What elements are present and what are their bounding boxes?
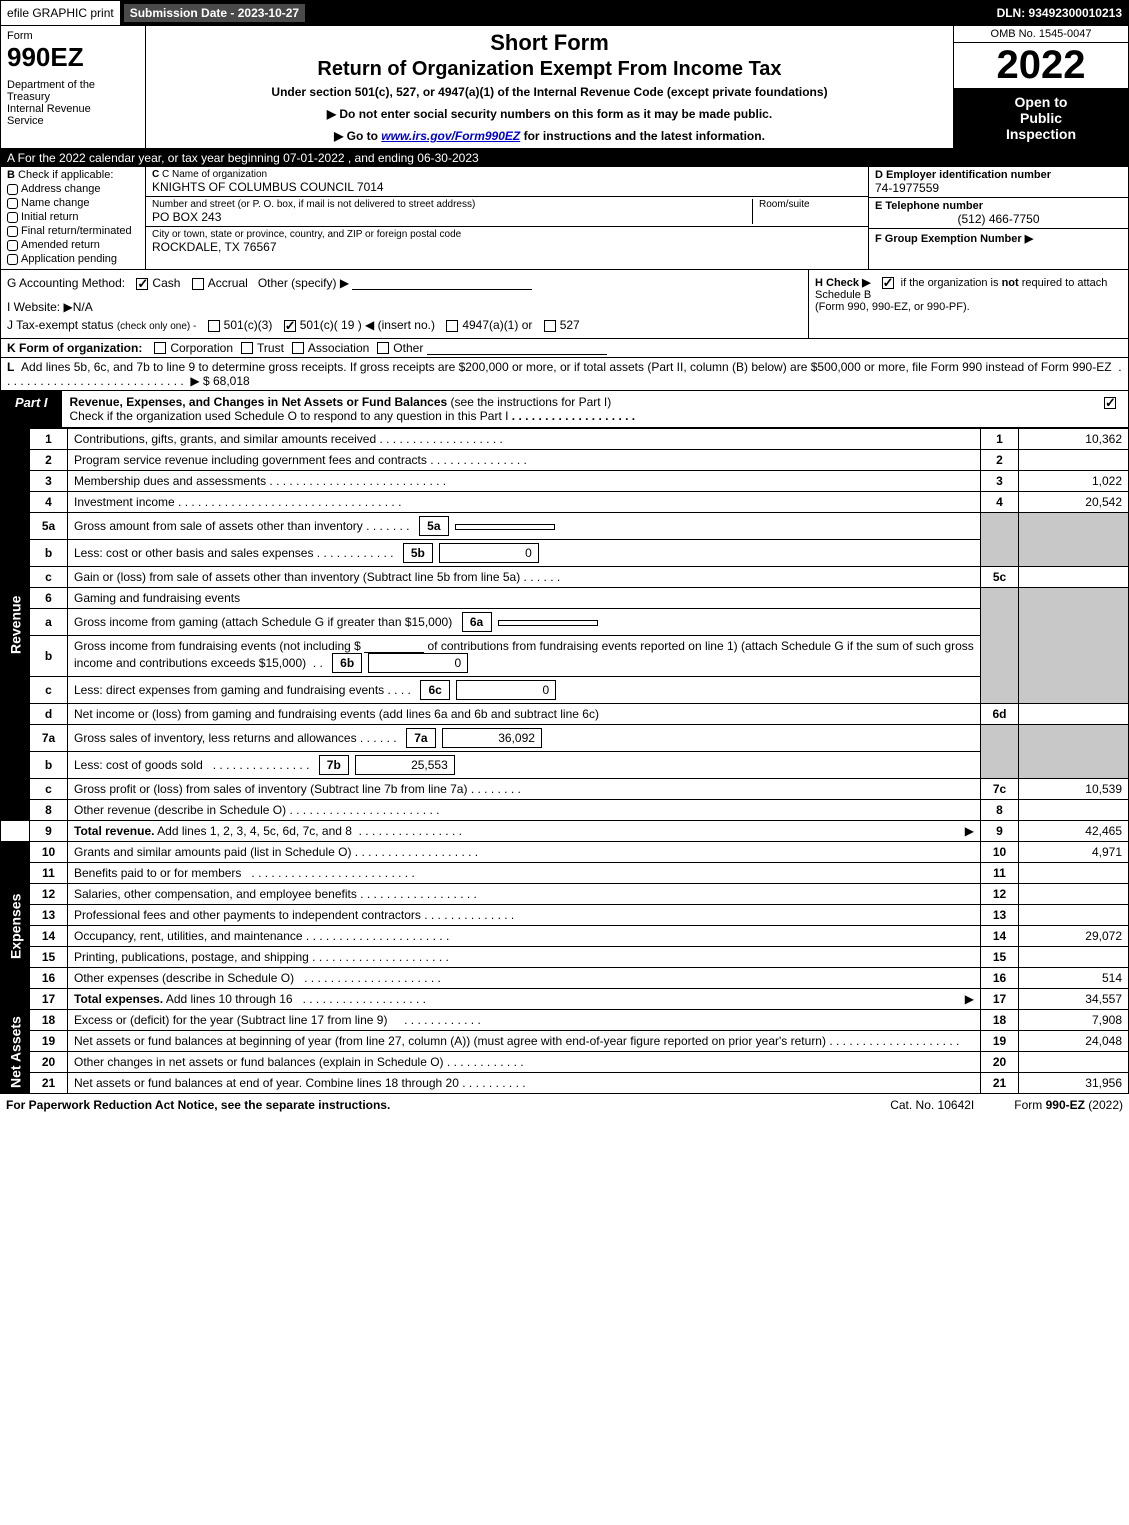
open-to-public: Open toPublicInspection [954, 88, 1128, 148]
row-gh: G Accounting Method: Cash Accrual Other … [0, 270, 1129, 339]
section-bcdef: B Check if applicable: Address change Na… [0, 167, 1129, 270]
footer-catno: Cat. No. 10642I [890, 1098, 974, 1112]
row-g: G Accounting Method: Cash Accrual Other … [7, 276, 802, 290]
line-18-amt: 7,908 [1019, 1010, 1129, 1031]
chk-501c[interactable] [284, 320, 296, 332]
box-b: B Check if applicable: Address change Na… [1, 167, 146, 269]
part1-title: Revenue, Expenses, and Changes in Net As… [62, 391, 1088, 427]
irs-link[interactable]: www.irs.gov/Form990EZ [381, 129, 520, 143]
chk-cash[interactable] [136, 278, 148, 290]
line-21-amt: 31,956 [1019, 1073, 1129, 1094]
line-13-amt [1019, 905, 1129, 926]
line-15-amt [1019, 947, 1129, 968]
chk-final-return[interactable]: Final return/terminated [7, 225, 139, 237]
line-7a-amt: 36,092 [442, 728, 542, 748]
chk-corporation[interactable] [154, 342, 166, 354]
gross-receipts: 68,018 [213, 374, 250, 388]
department: Department of theTreasuryInternal Revenu… [7, 79, 139, 127]
top-bar: efile GRAPHIC print Submission Date - 20… [0, 0, 1129, 26]
part1-tab: Part I [1, 391, 62, 427]
line-6b-amt: 0 [368, 653, 468, 673]
line-6a-amt [498, 620, 598, 626]
line-5a-amt [455, 524, 555, 530]
title-main: Return of Organization Exempt From Incom… [156, 58, 943, 81]
website: N/A [73, 300, 93, 314]
chk-amended-return[interactable]: Amended return [7, 239, 139, 251]
dln: DLN: 93492300010213 [991, 1, 1128, 25]
org-city: ROCKDALE, TX 76567 [152, 240, 862, 254]
line-6c-amt: 0 [456, 680, 556, 700]
line-5b-amt: 0 [439, 543, 539, 563]
tax-year: 2022 [954, 43, 1128, 88]
line-8-amt [1019, 800, 1129, 821]
chk-4947[interactable] [446, 320, 458, 332]
row-l: L Add lines 5b, 6c, and 7b to line 9 to … [0, 358, 1129, 391]
efile-label: efile GRAPHIC print [1, 1, 121, 25]
header-mid: Short Form Return of Organization Exempt… [146, 26, 953, 148]
line-12-amt [1019, 884, 1129, 905]
line-6d-amt [1019, 704, 1129, 725]
line-9-amt: 42,465 [1019, 821, 1129, 842]
line-4-amt: 20,542 [1019, 492, 1129, 513]
chk-other-org[interactable] [377, 342, 389, 354]
form-label: Form [7, 30, 139, 42]
line-3-amt: 1,022 [1019, 471, 1129, 492]
row-j: J Tax-exempt status (check only one) - 5… [7, 318, 802, 332]
footer-paperwork: For Paperwork Reduction Act Notice, see … [6, 1098, 390, 1112]
part1-table: Revenue 1 Contributions, gifts, grants, … [0, 428, 1129, 1094]
subtitle-2b: ▶ Go to www.irs.gov/Form990EZ for instru… [156, 129, 943, 143]
header-left: Form 990EZ Department of theTreasuryInte… [1, 26, 146, 148]
row-k: K Form of organization: Corporation Trus… [0, 339, 1129, 358]
line-7c-amt: 10,539 [1019, 779, 1129, 800]
line-20-amt [1019, 1052, 1129, 1073]
line-16-amt: 514 [1019, 968, 1129, 989]
chk-association[interactable] [292, 342, 304, 354]
line-11-amt [1019, 863, 1129, 884]
chk-initial-return[interactable]: Initial return [7, 211, 139, 223]
row-h: H Check ▶ if the organization is not req… [808, 270, 1128, 338]
footer-formid: Form 990-EZ (2022) [1014, 1098, 1123, 1112]
chk-application-pending[interactable]: Application pending [7, 253, 139, 265]
org-street: PO BOX 243 [152, 210, 752, 224]
line-1-num: 1 [981, 429, 1019, 450]
box-def: D Employer identification number 74-1977… [868, 167, 1128, 269]
row-i: I Website: ▶N/A [7, 300, 802, 314]
box-c: C C Name of organization KNIGHTS OF COLU… [146, 167, 868, 269]
footer: For Paperwork Reduction Act Notice, see … [0, 1094, 1129, 1116]
form-header: Form 990EZ Department of theTreasuryInte… [0, 26, 1129, 149]
org-name: KNIGHTS OF COLUMBUS COUNCIL 7014 [152, 180, 862, 194]
ein: 74-1977559 [875, 181, 1122, 195]
line-17-amt: 34,557 [1019, 989, 1129, 1010]
header-right: OMB No. 1545-0047 2022 Open toPublicInsp… [953, 26, 1128, 148]
submission-date: Submission Date - 2023-10-27 [123, 3, 306, 23]
line-7b-amt: 25,553 [355, 755, 455, 775]
sidelabel-revenue: Revenue [1, 429, 30, 821]
chk-501c3[interactable] [208, 320, 220, 332]
chk-527[interactable] [544, 320, 556, 332]
form-number: 990EZ [7, 42, 139, 73]
part1-header: Part I Revenue, Expenses, and Changes in… [0, 391, 1129, 428]
line-19-amt: 24,048 [1019, 1031, 1129, 1052]
sidelabel-expenses: Expenses [1, 842, 30, 1010]
line-5c-amt [1019, 567, 1129, 588]
line-14-amt: 29,072 [1019, 926, 1129, 947]
chk-address-change[interactable]: Address change [7, 183, 139, 195]
title-short-form: Short Form [156, 30, 943, 56]
subtitle-1: Under section 501(c), 527, or 4947(a)(1)… [156, 85, 943, 99]
row-a-tax-year: A For the 2022 calendar year, or tax yea… [0, 149, 1129, 167]
chk-trust[interactable] [241, 342, 253, 354]
chk-name-change[interactable]: Name change [7, 197, 139, 209]
subtitle-2a: ▶ Do not enter social security numbers o… [156, 107, 943, 121]
line-1-amt: 10,362 [1019, 429, 1129, 450]
line-10-amt: 4,971 [1019, 842, 1129, 863]
chk-schedule-o[interactable] [1104, 397, 1116, 409]
chk-schedule-b[interactable] [882, 277, 894, 289]
omb-number: OMB No. 1545-0047 [954, 26, 1128, 43]
chk-accrual[interactable] [192, 278, 204, 290]
telephone: (512) 466-7750 [875, 212, 1122, 226]
line-2-amt [1019, 450, 1129, 471]
sidelabel-netassets: Net Assets [1, 1010, 30, 1094]
